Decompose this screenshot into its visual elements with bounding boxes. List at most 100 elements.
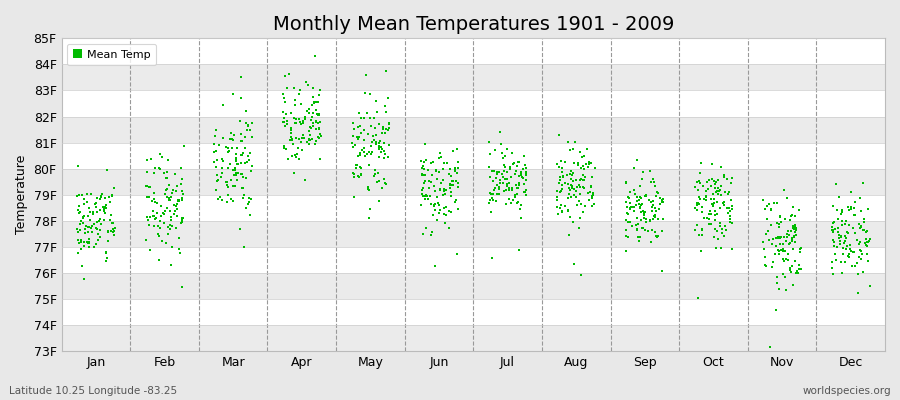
Point [517, 181, 531, 187]
Point [511, 158, 526, 165]
Point [242, 157, 256, 163]
Point [77, 242, 92, 249]
Point [160, 231, 175, 237]
Point [648, 183, 662, 189]
Point [566, 192, 580, 198]
Point [786, 224, 800, 231]
Point [312, 131, 327, 138]
Point [828, 226, 842, 232]
Point [215, 157, 230, 164]
Point [426, 158, 440, 165]
Point [491, 169, 506, 176]
Point [166, 211, 181, 218]
Point [572, 159, 586, 166]
Point [757, 245, 771, 252]
Point [292, 91, 306, 98]
Point [148, 198, 162, 205]
Point [94, 194, 108, 200]
Point [634, 216, 648, 223]
Point [165, 244, 179, 250]
Point [835, 218, 850, 224]
Point [586, 192, 600, 198]
Point [857, 215, 871, 222]
Point [81, 228, 95, 235]
Point [829, 256, 843, 263]
Point [695, 209, 709, 216]
Point [446, 148, 460, 154]
Point [226, 136, 240, 143]
Point [141, 217, 156, 224]
Point [346, 119, 360, 126]
Point [514, 169, 528, 175]
Bar [61, 143, 885, 169]
Point [773, 234, 788, 241]
Point [711, 185, 725, 192]
Point [550, 188, 564, 194]
Point [834, 221, 849, 228]
Point [284, 110, 298, 117]
Point [415, 187, 429, 194]
Point [644, 179, 659, 185]
Point [87, 220, 102, 227]
Point [160, 186, 175, 192]
Point [311, 134, 326, 141]
Point [499, 186, 513, 193]
Point [148, 170, 162, 176]
Point [699, 196, 714, 203]
Point [96, 206, 111, 212]
Point [483, 190, 498, 196]
Point [451, 184, 465, 190]
Point [561, 194, 575, 201]
Point [101, 229, 115, 235]
Point [99, 202, 113, 208]
Point [572, 149, 587, 155]
Point [76, 215, 90, 221]
Point [847, 212, 861, 218]
Point [783, 240, 797, 246]
Point [439, 212, 454, 218]
Point [780, 231, 795, 238]
Point [415, 191, 429, 197]
Point [220, 164, 235, 171]
Point [497, 162, 511, 168]
Point [766, 259, 780, 265]
Point [561, 207, 575, 213]
Point [372, 198, 386, 204]
Point [439, 187, 454, 193]
Point [552, 164, 566, 170]
Point [225, 144, 239, 151]
Point [854, 208, 868, 214]
Bar [61, 299, 885, 325]
Point [702, 216, 716, 222]
Point [306, 123, 320, 129]
Point [511, 180, 526, 186]
Text: worldspecies.org: worldspecies.org [803, 386, 891, 396]
Point [773, 213, 788, 219]
Point [149, 199, 164, 206]
Point [289, 120, 303, 126]
Point [99, 258, 113, 264]
Point [221, 192, 236, 198]
Point [787, 226, 801, 232]
Point [554, 165, 569, 171]
Point [74, 238, 88, 245]
Point [308, 53, 322, 59]
Point [710, 210, 724, 217]
Point [510, 200, 525, 206]
Point [853, 247, 868, 253]
Point [93, 196, 107, 202]
Point [701, 221, 716, 228]
Point [104, 219, 119, 226]
Point [699, 193, 714, 199]
Point [169, 206, 184, 212]
Point [770, 280, 785, 286]
Point [361, 186, 375, 192]
Point [644, 204, 659, 210]
Point [351, 124, 365, 130]
Point [776, 247, 790, 254]
Point [377, 130, 392, 136]
Point [210, 171, 224, 178]
Point [89, 195, 104, 201]
Point [839, 218, 853, 224]
Point [361, 184, 375, 190]
